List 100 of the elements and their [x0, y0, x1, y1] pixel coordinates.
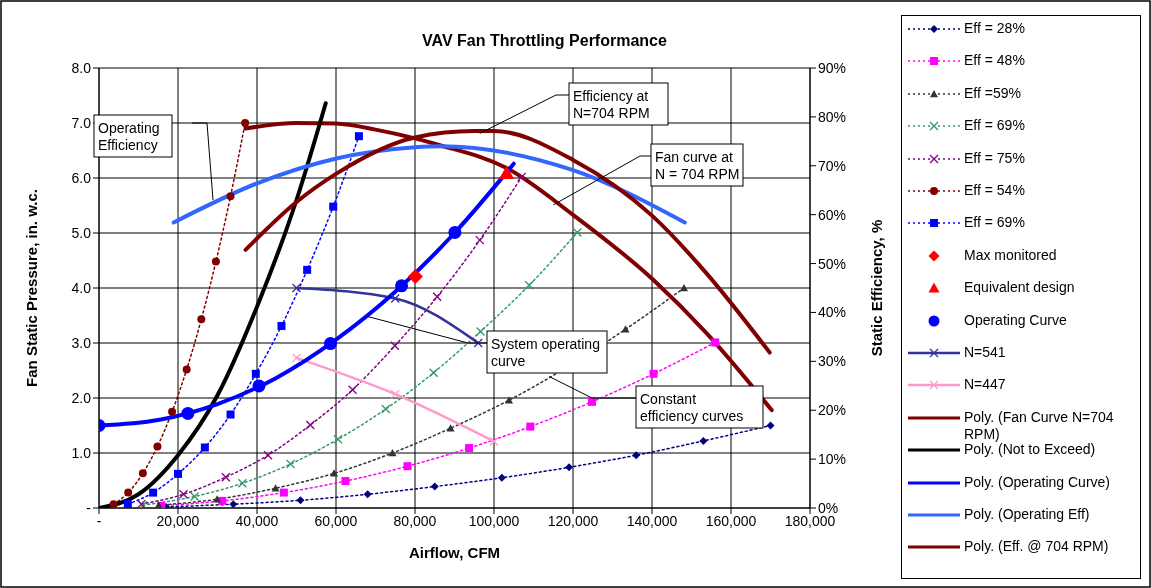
y2-axis-title: Static Efficiency, %	[868, 219, 885, 357]
annotation: Constant efficiency curves	[640, 391, 744, 424]
annotation: Fan curve at N = 704 RPM	[655, 149, 740, 182]
point	[649, 369, 658, 378]
y-tick-label: 1.0	[71, 444, 92, 461]
x-tick-label: 120,000	[547, 512, 599, 529]
point	[679, 284, 688, 292]
legend-label: Equivalent design	[964, 279, 1076, 297]
legend-label: Eff = 28%	[964, 20, 1026, 37]
y2-tick-label: 60%	[818, 206, 847, 223]
chart-title: VAV Fan Throttling Performance	[422, 32, 667, 49]
point	[766, 421, 775, 430]
legend-label: Max monitored	[964, 246, 1058, 264]
point	[329, 202, 338, 211]
x-tick-label: 140,000	[626, 512, 678, 529]
point	[229, 500, 238, 508]
point	[168, 407, 177, 416]
y-tick-label: 8.0	[71, 59, 92, 76]
y-tick-label: -	[86, 499, 92, 516]
legend-label: Eff = 75%	[964, 149, 1026, 167]
y2-tick-label: 90%	[818, 59, 847, 76]
legend-label: Eff = 69%	[964, 117, 1026, 135]
point	[149, 488, 158, 497]
point	[699, 436, 708, 445]
point	[330, 469, 339, 477]
point	[432, 292, 442, 302]
point	[181, 406, 195, 420]
annotation: Operating Efficiency	[98, 120, 160, 153]
point	[182, 365, 191, 374]
point	[354, 132, 363, 141]
point	[390, 389, 400, 399]
x-tick-label: 160,000	[705, 512, 757, 529]
point	[465, 444, 474, 453]
point	[285, 459, 296, 469]
point	[291, 283, 302, 293]
y-tick-label: 2.0	[71, 389, 92, 406]
point	[211, 257, 220, 266]
point	[524, 280, 534, 290]
point	[263, 450, 273, 460]
x-axis-title: Airflow, CFM	[408, 544, 501, 561]
point	[572, 227, 582, 238]
y-tick-label: 5.0	[71, 224, 92, 241]
point	[711, 338, 720, 347]
annotation: System operating curve	[491, 336, 600, 369]
point	[296, 496, 305, 505]
point	[448, 225, 462, 239]
point	[109, 500, 118, 508]
point	[124, 488, 133, 497]
point	[153, 442, 162, 451]
point	[403, 462, 412, 471]
point	[241, 119, 250, 127]
point	[395, 279, 409, 293]
point	[517, 172, 527, 182]
point	[279, 488, 288, 497]
point	[565, 463, 574, 472]
point	[430, 482, 439, 491]
point	[323, 337, 337, 351]
legend-label: Eff = 48%	[964, 52, 1026, 70]
point	[251, 369, 260, 378]
point	[388, 449, 397, 457]
point	[303, 265, 312, 274]
y-axis-title: Fan Static Pressure, in. w.c.	[23, 189, 40, 387]
x-tick-label: 100,000	[468, 512, 520, 529]
point	[226, 410, 235, 419]
x-tick-label: 80,000	[393, 512, 437, 529]
point	[271, 484, 280, 492]
point	[381, 404, 391, 414]
point	[200, 443, 209, 452]
legend-label: Poly. (Eff. @ 704 RPM)	[964, 538, 1110, 556]
y2-tick-label: 80%	[818, 108, 847, 125]
point	[407, 268, 423, 284]
point	[473, 338, 483, 348]
legend-label: Operating Curve	[964, 311, 1068, 329]
point	[505, 396, 514, 404]
legend-label: Eff = 54%	[964, 182, 1026, 199]
point	[489, 436, 499, 447]
y2-tick-label: 50%	[818, 255, 847, 272]
point	[363, 490, 372, 499]
point	[390, 293, 400, 304]
y-tick-label: 7.0	[71, 114, 92, 131]
x-tick-label: 20,000	[156, 512, 200, 529]
point	[197, 315, 206, 324]
y-tick-label: 3.0	[71, 334, 92, 351]
y2-tick-label: 70%	[818, 157, 847, 174]
legend-label: Eff = 69%	[964, 214, 1026, 232]
point	[497, 473, 506, 482]
point	[252, 379, 266, 393]
legend-label: Poly. (Operating Curve)	[964, 473, 1111, 491]
legend-label: Poly. (Operating Eff)	[964, 506, 1091, 523]
point	[221, 472, 231, 482]
point	[305, 420, 315, 430]
legend-label: Poly. (Fan Curve N=704 RPM)	[964, 408, 1115, 443]
point	[587, 397, 596, 406]
legend-label: Eff =59%	[964, 84, 1022, 102]
y-tick-label: 6.0	[71, 169, 92, 186]
annotation: Efficiency at N=704 RPM	[573, 88, 650, 121]
y2-tick-label: 20%	[818, 402, 847, 419]
point	[333, 434, 343, 444]
y2-tick-label: 30%	[818, 353, 847, 370]
point	[291, 353, 302, 363]
